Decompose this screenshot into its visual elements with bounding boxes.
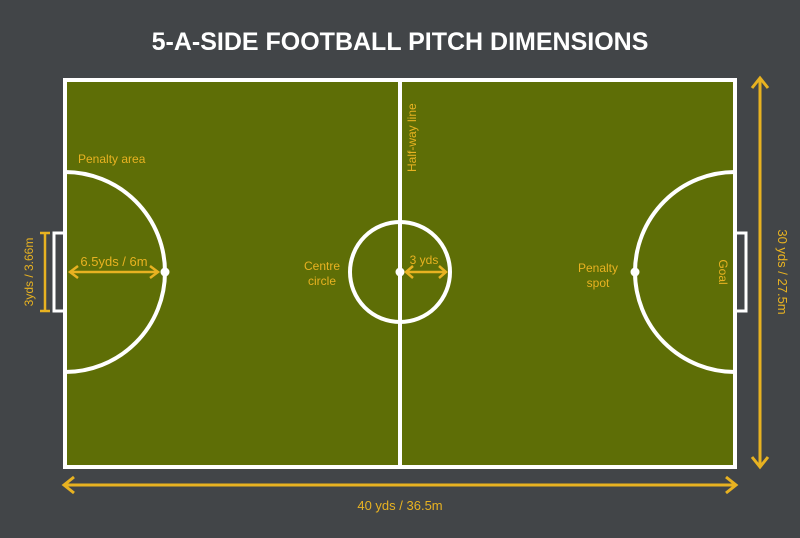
right-goal [733,231,748,313]
penalty-spot-label-line2: spot [587,276,610,290]
centre-circle-label-line2: circle [308,274,336,288]
centre-radius-label: 3 yds [410,253,439,267]
goal-width-label: 3yds / 3.66m [22,238,36,307]
centre-circle-label-line1: Centre [304,259,340,273]
pitch-width-arrow [750,75,770,470]
penalty-radius-label: 6.5yds / 6m [80,254,147,269]
penalty-radius-arrow [67,265,161,279]
diagram-title: 5-A-SIDE FOOTBALL PITCH DIMENSIONS [152,28,649,56]
left-goal [52,231,67,313]
penalty-area-label: Penalty area [78,152,146,166]
halfway-line-label: Half-way line [405,103,419,172]
left-penalty-spot [160,267,170,277]
right-penalty-spot [630,267,640,277]
pitch-length-arrow [61,475,739,495]
centre-radius-arrow [404,265,448,279]
centre-circle [348,220,452,324]
penalty-spot-label-line1: Penalty [578,261,618,275]
centre-spot [395,267,405,277]
pitch-length-label: 40 yds / 36.5m [357,498,442,513]
goal-label: Goal [716,259,730,284]
pitch-width-label: 30 yds / 27.5m [775,229,790,314]
goal-width-marker [40,231,50,313]
